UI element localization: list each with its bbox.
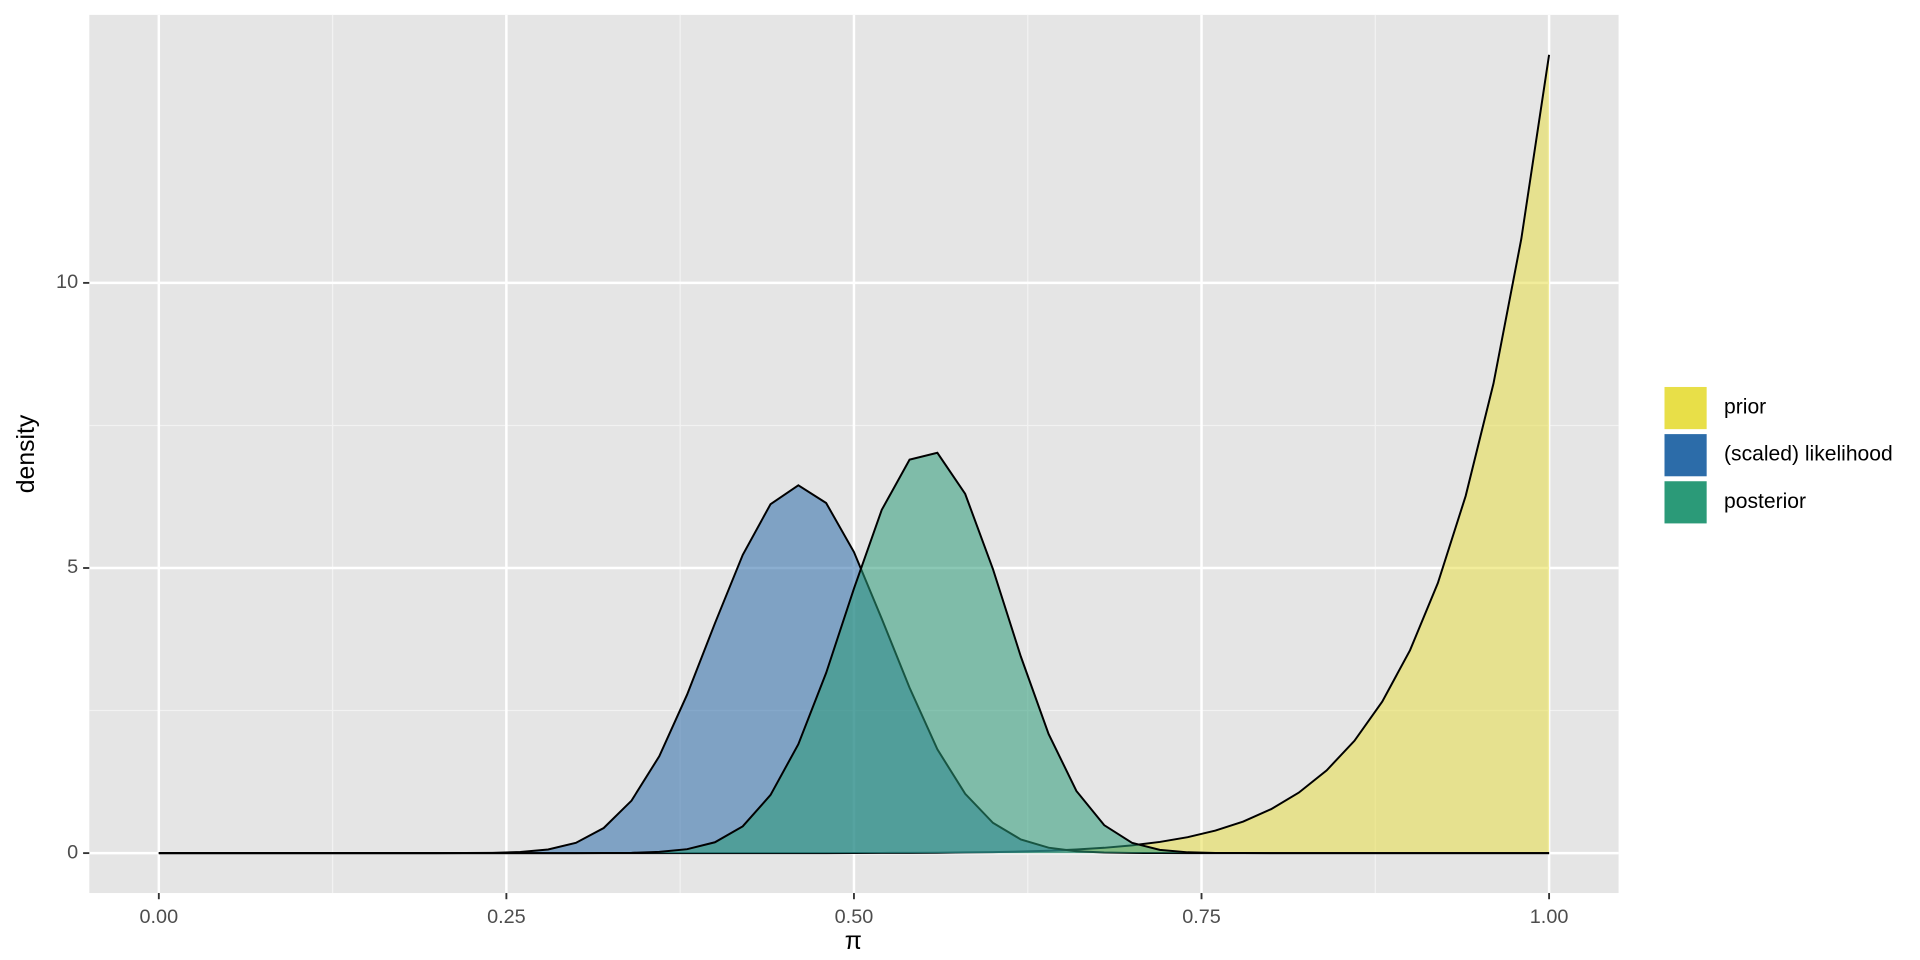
x-tick-label: 0.00 (140, 906, 179, 928)
y-axis-title: density (13, 414, 40, 493)
legend-key (1664, 434, 1707, 477)
area-fill (158, 54, 1550, 854)
legend-label: prior (1724, 396, 1766, 419)
x-tick-label: 1.00 (1530, 906, 1569, 928)
plot-area (158, 54, 1551, 855)
density-line (158, 451, 1550, 855)
x-axis-title: π (845, 928, 862, 955)
legend-key (1664, 481, 1707, 524)
legend-key (1664, 386, 1707, 430)
legend: prior (scaled) likelihood posterior (1664, 386, 1893, 524)
y-tick-label: 5 (67, 556, 78, 578)
axes: 0.00 0.25 0.50 0.75 1.00 0 5 10 (56, 271, 1568, 928)
y-tick-label: 10 (56, 271, 78, 293)
x-tick-label: 0.75 (1182, 906, 1221, 928)
y-tick-label: 0 (67, 841, 78, 863)
legend-label: posterior (1724, 490, 1806, 513)
x-tick-label: 0.50 (835, 906, 874, 928)
area-fill (158, 452, 1550, 854)
legend-label: (scaled) likelihood (1724, 443, 1893, 466)
x-tick-label: 0.25 (487, 906, 526, 928)
